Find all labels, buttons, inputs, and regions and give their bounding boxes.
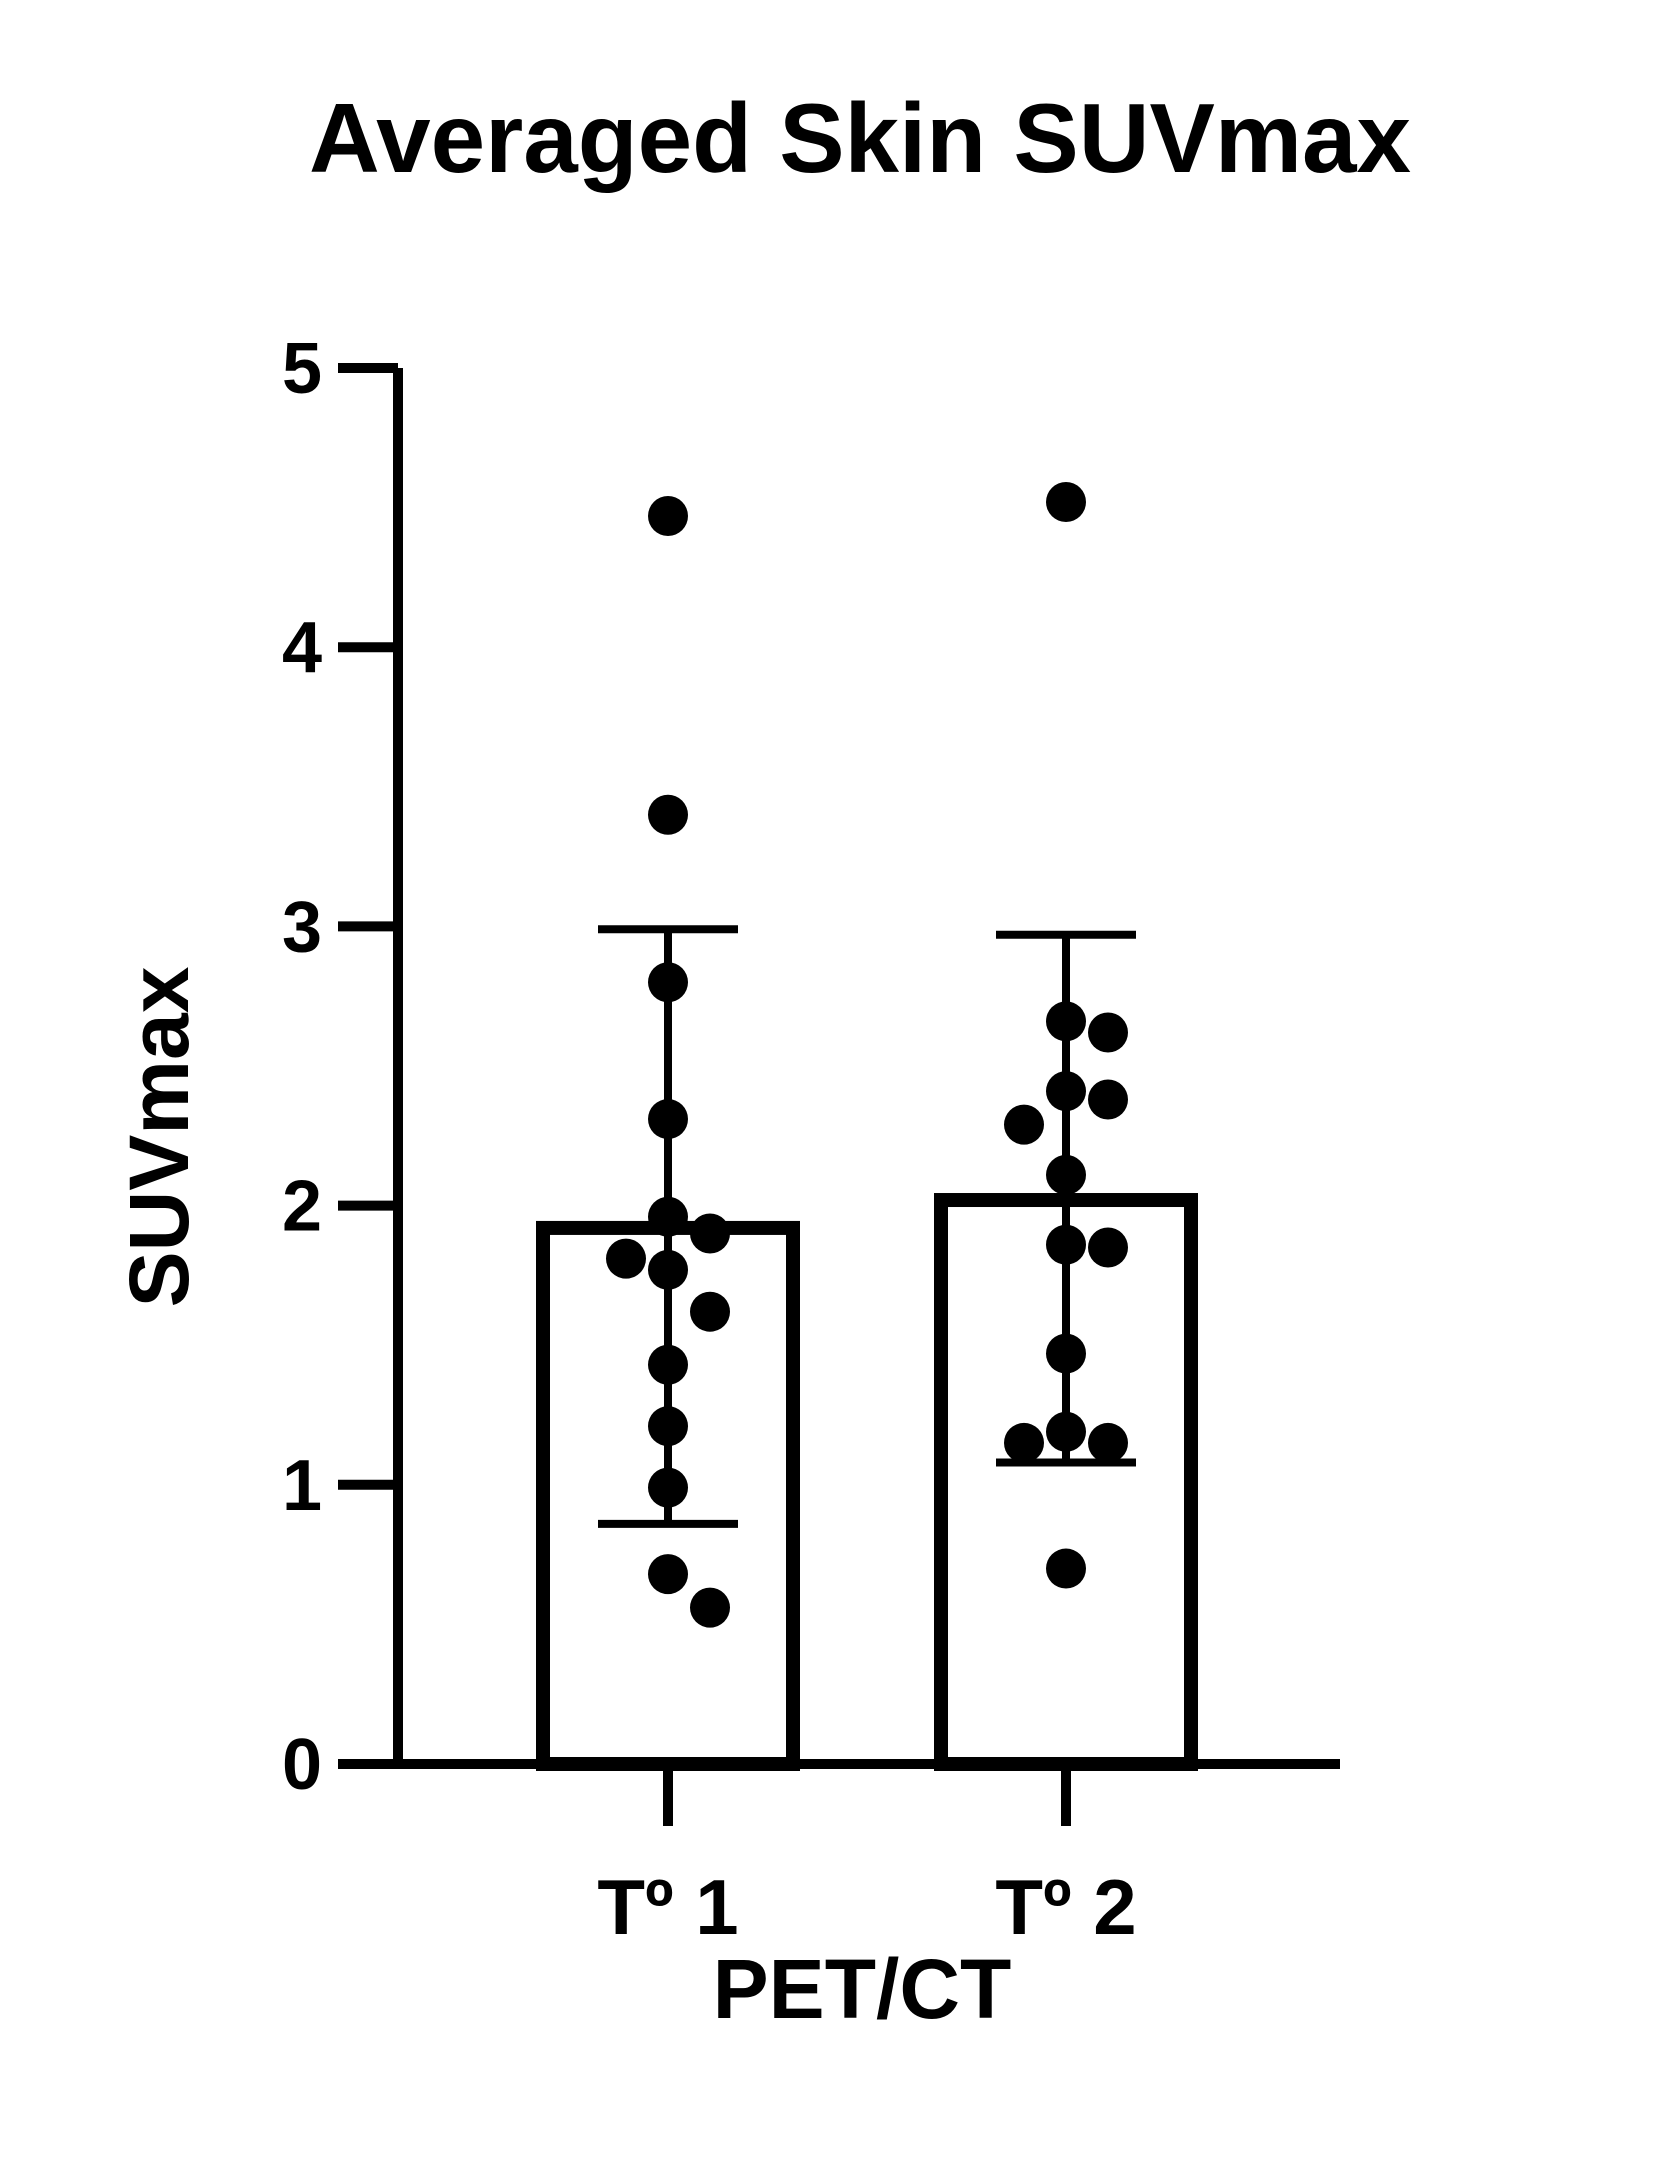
point-2-4 xyxy=(1046,1071,1086,1112)
plot-area: 0 1 2 3 4 5 Tº 1 Tº 2 xyxy=(282,329,1340,1951)
point-2-3 xyxy=(1088,1012,1128,1053)
point-2-12 xyxy=(1088,1422,1128,1463)
y-tick-label-3: 3 xyxy=(282,887,322,967)
point-1-3 xyxy=(648,962,688,1003)
point-2-5 xyxy=(1088,1079,1128,1120)
point-2-14 xyxy=(1046,1548,1086,1589)
point-1-12 xyxy=(648,1467,688,1508)
x-tick-label-1: Tº 1 xyxy=(597,1863,738,1951)
point-1-9 xyxy=(690,1291,730,1332)
y-tick-label-5: 5 xyxy=(282,329,322,409)
point-1-4 xyxy=(648,1099,688,1140)
y-tick-label-4: 4 xyxy=(282,608,322,688)
point-2-11 xyxy=(1046,1411,1086,1452)
chart-title: Averaged Skin SUVmax xyxy=(309,83,1411,193)
y-axis-title: SUVmax xyxy=(112,966,206,1307)
point-1-1 xyxy=(648,495,688,536)
x-tick-label-2: Tº 2 xyxy=(995,1863,1136,1951)
point-1-2 xyxy=(648,794,688,835)
y-tick-label-1: 1 xyxy=(282,1446,322,1526)
y-tick-label-0: 0 xyxy=(282,1725,322,1805)
x-axis-title: PET/CT xyxy=(713,1942,1012,2036)
point-2-8 xyxy=(1046,1224,1086,1265)
point-1-14 xyxy=(690,1587,730,1628)
point-1-11 xyxy=(648,1406,688,1447)
point-2-7 xyxy=(1046,1154,1086,1195)
point-2-2 xyxy=(1046,1001,1086,1042)
point-1-13 xyxy=(648,1554,688,1595)
point-1-10 xyxy=(648,1344,688,1385)
point-2-9 xyxy=(1088,1227,1128,1268)
point-1-5 xyxy=(648,1196,688,1237)
point-1-6 xyxy=(690,1213,730,1254)
point-1-7 xyxy=(606,1238,646,1279)
point-2-6 xyxy=(1004,1104,1044,1145)
point-2-10 xyxy=(1046,1333,1086,1374)
point-2-1 xyxy=(1046,482,1086,523)
point-1-8 xyxy=(648,1249,688,1290)
point-2-13 xyxy=(1004,1422,1044,1463)
y-tick-label-2: 2 xyxy=(282,1167,322,1247)
